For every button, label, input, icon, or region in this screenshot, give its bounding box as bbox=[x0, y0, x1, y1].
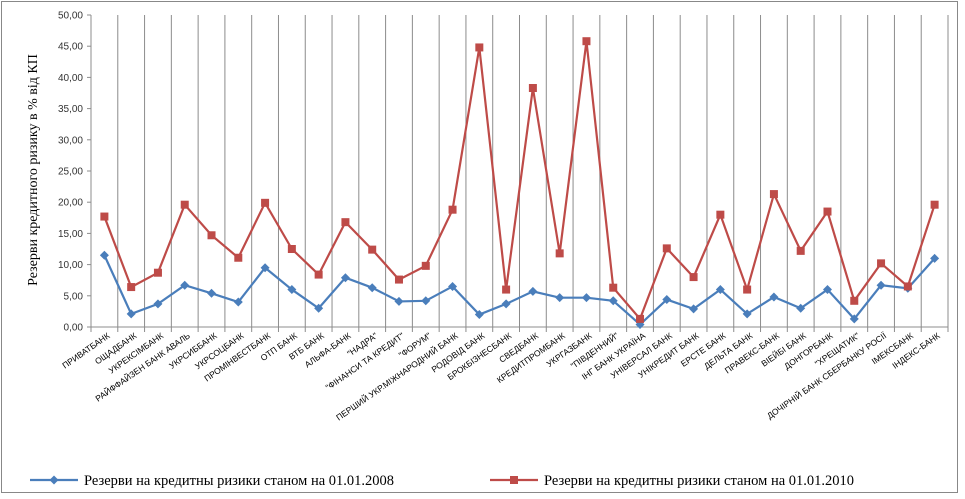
legend-label: Резерви на кредитны ризики станом на 01.… bbox=[544, 473, 854, 489]
legend-marker bbox=[510, 476, 518, 484]
data-point bbox=[528, 84, 537, 93]
data-point bbox=[100, 212, 109, 221]
data-point bbox=[822, 285, 832, 295]
data-point bbox=[448, 281, 458, 291]
y-tick-label: 35,00 bbox=[58, 104, 83, 115]
data-point bbox=[903, 282, 912, 291]
data-point bbox=[662, 295, 672, 305]
y-tick-label: 50,00 bbox=[58, 11, 83, 22]
data-point bbox=[582, 37, 591, 46]
legend: Резерви на кредитны ризики станом на 01.… bbox=[30, 473, 854, 489]
data-point bbox=[662, 244, 671, 253]
data-point bbox=[394, 275, 403, 284]
data-point bbox=[340, 273, 350, 283]
data-point bbox=[502, 285, 511, 294]
data-point bbox=[233, 297, 243, 307]
y-tick-label: 5,00 bbox=[64, 291, 84, 302]
data-point bbox=[421, 261, 430, 270]
y-tick-label: 15,00 bbox=[58, 229, 83, 240]
data-point bbox=[99, 250, 109, 260]
data-point bbox=[207, 231, 216, 240]
data-point bbox=[796, 246, 805, 255]
data-point bbox=[849, 314, 859, 324]
series-lines bbox=[99, 37, 940, 330]
series-line-2 bbox=[103, 41, 936, 322]
data-point bbox=[394, 296, 404, 306]
data-point bbox=[448, 205, 457, 214]
data-point bbox=[180, 280, 190, 290]
data-point bbox=[555, 249, 564, 258]
y-axis-label: Резерви кредитного ризику в % від КП bbox=[26, 54, 41, 286]
data-point bbox=[930, 200, 939, 209]
data-point bbox=[367, 283, 377, 293]
data-point bbox=[528, 286, 538, 296]
y-tick-label: 30,00 bbox=[58, 135, 83, 146]
data-point bbox=[555, 293, 565, 303]
data-point bbox=[850, 296, 859, 305]
data-point bbox=[877, 259, 886, 268]
data-point bbox=[689, 304, 699, 314]
data-point bbox=[796, 303, 806, 313]
data-point bbox=[287, 285, 297, 295]
data-point bbox=[474, 310, 484, 320]
data-point bbox=[126, 309, 136, 319]
data-point bbox=[234, 253, 243, 262]
y-tick-label: 10,00 bbox=[58, 260, 83, 271]
data-point bbox=[608, 296, 618, 306]
data-point bbox=[930, 253, 940, 263]
data-point bbox=[742, 309, 752, 319]
y-tick-label: 20,00 bbox=[58, 198, 83, 209]
data-point bbox=[153, 268, 162, 277]
x-tick-labels: ПРИВАТБАНКОЩАДБАНКУКРЕКСІМБАНКРАЙФФАЙЗЕН… bbox=[60, 329, 942, 422]
data-point bbox=[715, 285, 725, 295]
data-point bbox=[501, 299, 511, 309]
data-point bbox=[689, 273, 698, 282]
y-tick-label: 0,00 bbox=[64, 323, 84, 334]
x-tick-label: ІНДЕКС-БАНК bbox=[890, 330, 942, 370]
data-point bbox=[314, 270, 323, 279]
data-point bbox=[581, 293, 591, 303]
data-point bbox=[769, 292, 779, 302]
legend-label: Резерви на кредитны ризики станом на 01.… bbox=[84, 473, 394, 489]
data-point bbox=[153, 299, 163, 309]
data-point bbox=[743, 285, 752, 294]
y-tick-label: 25,00 bbox=[58, 167, 83, 178]
data-point bbox=[127, 283, 136, 292]
data-point bbox=[180, 200, 189, 209]
data-point bbox=[287, 245, 296, 253]
y-tick-labels: 0,00 5,00 10,00 15,00 20,00 25,00 30,00 35,00 40… bbox=[58, 11, 83, 334]
data-point bbox=[421, 296, 431, 306]
legend-marker bbox=[49, 475, 59, 485]
y-tick-label: 45,00 bbox=[58, 42, 83, 53]
data-point bbox=[716, 210, 725, 219]
data-point bbox=[207, 288, 217, 298]
axes bbox=[87, 14, 948, 328]
data-point bbox=[314, 303, 324, 313]
gridlines bbox=[90, 15, 949, 332]
data-point bbox=[260, 263, 270, 273]
data-point bbox=[261, 198, 270, 207]
data-point bbox=[609, 283, 618, 292]
data-point bbox=[769, 190, 778, 199]
data-point bbox=[823, 207, 832, 216]
chart-border bbox=[1, 1, 958, 493]
series-line-1 bbox=[103, 254, 936, 326]
data-point bbox=[636, 314, 645, 323]
y-tick-label: 40,00 bbox=[58, 73, 83, 84]
data-point bbox=[876, 280, 886, 290]
data-point bbox=[368, 245, 377, 254]
data-point bbox=[475, 43, 484, 52]
data-point bbox=[341, 218, 350, 227]
